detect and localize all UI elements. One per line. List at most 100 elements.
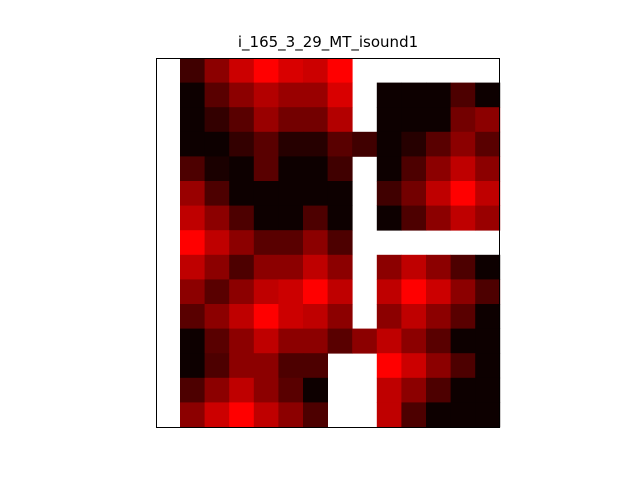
heatmap-cell-r3-c2: [204, 131, 230, 157]
heatmap-cell-r11-c6: [303, 328, 328, 354]
heatmap-cell-r10-c2: [204, 304, 230, 329]
heatmap-cell-r6-c12: [450, 205, 476, 231]
heatmap-cell-r11-c13: [475, 328, 501, 354]
heatmap-cell-r0-c3: [229, 58, 255, 83]
heatmap-cell-r12-c11: [426, 353, 451, 379]
heatmap-cell-r6-c5: [278, 205, 304, 231]
heatmap-cell-r12-c10: [401, 353, 427, 379]
heatmap-cell-r10-c7: [327, 304, 353, 329]
heatmap-cell-r14-c2: [204, 402, 230, 428]
heatmap-cell-r13-c4: [253, 377, 279, 403]
heatmap-cell-r4-c1: [180, 156, 205, 182]
heatmap-cell-r0-c2: [204, 58, 230, 83]
heatmap-cell-r12-c13: [475, 353, 501, 379]
heatmap-cell-r7-c6: [303, 230, 328, 256]
heatmap-cell-r6-c13: [475, 205, 501, 231]
heatmap-cell-r5-c3: [229, 181, 255, 206]
heatmap-cell-r2-c12: [450, 107, 476, 133]
heatmap-cell-r6-c2: [204, 205, 230, 231]
heatmap-cell-r4-c12: [450, 156, 476, 182]
heatmap-cell-r2-c9: [376, 107, 402, 133]
heatmap-cell-r2-c10: [401, 107, 427, 133]
heatmap-cell-r4-c11: [426, 156, 451, 182]
heatmap-cell-r7-c2: [204, 230, 230, 256]
heatmap-cell-r9-c5: [278, 279, 304, 305]
heatmap-cell-r0-c6: [303, 58, 328, 83]
heatmap-cell-r6-c6: [303, 205, 328, 231]
heatmap-cell-r12-c2: [204, 353, 230, 379]
heatmap-cell-r8-c1: [180, 254, 205, 280]
heatmap-cell-r1-c2: [204, 82, 230, 108]
heatmap-cell-r4-c7: [327, 156, 353, 182]
heatmap-cell-r1-c4: [253, 82, 279, 108]
heatmap-cell-r9-c12: [450, 279, 476, 305]
heatmap-cell-r3-c12: [450, 131, 476, 157]
heatmap-cell-r12-c5: [278, 353, 304, 379]
heatmap-cell-r6-c4: [253, 205, 279, 231]
heatmap-cell-r2-c5: [278, 107, 304, 133]
heatmap-cell-r4-c3: [229, 156, 255, 182]
heatmap-cell-r6-c11: [426, 205, 451, 231]
heatmap-cell-r5-c12: [450, 181, 476, 206]
heatmap-cell-r5-c9: [376, 181, 402, 206]
heatmap-cell-r4-c9: [376, 156, 402, 182]
heatmap-cell-r2-c1: [180, 107, 205, 133]
heatmap-cell-r11-c8: [352, 328, 378, 354]
heatmap-cell-r13-c12: [450, 377, 476, 403]
heatmap-cell-r3-c13: [475, 131, 501, 157]
heatmap-cell-r1-c6: [303, 82, 328, 108]
heatmap-cell-r9-c4: [253, 279, 279, 305]
heatmap-cell-r8-c3: [229, 254, 255, 280]
heatmap-cell-r6-c10: [401, 205, 427, 231]
heatmap-cell-r14-c5: [278, 402, 304, 428]
heatmap-cell-r5-c2: [204, 181, 230, 206]
heatmap-cell-r3-c10: [401, 131, 427, 157]
heatmap-cell-r1-c13: [475, 82, 501, 108]
heatmap-cell-r2-c6: [303, 107, 328, 133]
heatmap-cell-r1-c10: [401, 82, 427, 108]
heatmap-cell-r4-c5: [278, 156, 304, 182]
heatmap-cell-r5-c10: [401, 181, 427, 206]
heatmap-cell-r5-c4: [253, 181, 279, 206]
heatmap-cell-r13-c9: [376, 377, 402, 403]
heatmap-cell-r9-c2: [204, 279, 230, 305]
heatmap-cell-r10-c1: [180, 304, 205, 329]
heatmap-cell-r0-c1: [180, 58, 205, 83]
heatmap-cell-r11-c5: [278, 328, 304, 354]
heatmap-cell-r3-c11: [426, 131, 451, 157]
heatmap-cell-r4-c4: [253, 156, 279, 182]
heatmap-cell-r10-c4: [253, 304, 279, 329]
heatmap-cell-r11-c11: [426, 328, 451, 354]
heatmap-cell-r3-c3: [229, 131, 255, 157]
heatmap-cell-r6-c1: [180, 205, 205, 231]
heatmap-cell-r14-c11: [426, 402, 451, 428]
heatmap-cell-r14-c9: [376, 402, 402, 428]
heatmap-cell-r6-c7: [327, 205, 353, 231]
heatmap-cell-r5-c7: [327, 181, 353, 206]
heatmap-cell-r0-c7: [327, 58, 353, 83]
heatmap-cell-r6-c3: [229, 205, 255, 231]
heatmap-cell-r4-c6: [303, 156, 328, 182]
heatmap-cell-r8-c7: [327, 254, 353, 280]
heatmap-cell-r7-c5: [278, 230, 304, 256]
heatmap-cell-r3-c5: [278, 131, 304, 157]
heatmap-cell-r8-c4: [253, 254, 279, 280]
heatmap-cell-r13-c6: [303, 377, 328, 403]
heatmap-cells: [180, 58, 501, 428]
heatmap-cell-r2-c13: [475, 107, 501, 133]
heatmap-cell-r3-c6: [303, 131, 328, 157]
heatmap-cell-r1-c9: [376, 82, 402, 108]
heatmap-cell-r11-c12: [450, 328, 476, 354]
heatmap-cell-r10-c10: [401, 304, 427, 329]
heatmap-cell-r3-c8: [352, 131, 378, 157]
heatmap-cell-r0-c4: [253, 58, 279, 83]
heatmap-cell-r9-c6: [303, 279, 328, 305]
heatmap-cell-r1-c3: [229, 82, 255, 108]
heatmap-cell-r7-c7: [327, 230, 353, 256]
heatmap-cell-r8-c11: [426, 254, 451, 280]
heatmap-cell-r11-c3: [229, 328, 255, 354]
heatmap-cell-r6-c9: [376, 205, 402, 231]
heatmap-cell-r3-c1: [180, 131, 205, 157]
heatmap-cell-r5-c11: [426, 181, 451, 206]
chart-title: i_165_3_29_MT_isound1: [237, 33, 419, 51]
